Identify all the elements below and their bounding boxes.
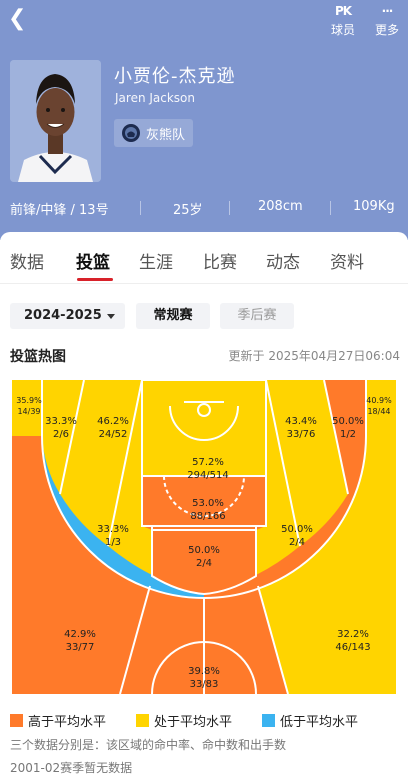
team-name: 灰熊队 — [146, 127, 186, 143]
tab-profile[interactable]: 资料 — [330, 253, 364, 273]
info-divider — [140, 201, 141, 215]
season-dropdown[interactable]: 2024-2025 — [10, 303, 125, 329]
section-title: 投篮热图 — [10, 349, 66, 365]
team-chip[interactable]: 灰熊队 — [114, 119, 194, 147]
player-weight: 109Kg — [353, 199, 395, 214]
back-icon[interactable]: ❮ — [8, 6, 27, 31]
court-lines — [41, 380, 367, 694]
legend-average: 处于平均水平 — [136, 711, 232, 730]
player-info-row: 前锋/中锋 / 13号 25岁 208cm 109Kg — [0, 196, 408, 220]
updated-time: 更新于 2025年04月27日06:04 — [228, 349, 400, 363]
player-photo — [10, 60, 101, 182]
zone-mid-left-wing-label: 33.3% 1/3 — [97, 524, 129, 548]
pk-label: 球员 — [330, 23, 355, 37]
pk-button[interactable]: PK 球员 — [326, 2, 360, 38]
legend-below: 低于平均水平 — [262, 711, 358, 730]
tab-stats[interactable]: 数据 — [10, 253, 44, 273]
legend-swatch-above — [10, 714, 23, 727]
zone-corner-left-label: 35.9% 14/39 — [16, 396, 42, 416]
zone-paint-mid-label: 53.0% 88/166 — [190, 498, 226, 522]
tab-shooting[interactable]: 投篮 — [76, 253, 110, 273]
shot-heatmap: 35.9% 14/39 40.9% 18/44 33.3% 2/6 46.2% 24/5… — [12, 380, 396, 694]
regular-season-button[interactable]: 常规赛 — [136, 303, 210, 329]
player-name-cn: 小贾伦-杰克逊 — [114, 66, 236, 87]
tab-bar: 数据 投篮 生涯 比赛 动态 资料 — [0, 232, 408, 282]
zone-mid-left-base-label: 33.3% 2/6 — [45, 416, 77, 440]
player-height: 208cm — [258, 199, 303, 214]
zone-mid-right-top-label: 43.4% 33/76 — [285, 416, 317, 440]
zone-mid-left-top-label: 46.2% 24/52 — [97, 416, 129, 440]
zone-paint-mid — [142, 476, 266, 530]
info-divider — [330, 201, 331, 215]
legend-above: 高于平均水平 — [10, 711, 106, 730]
player-avatar — [10, 60, 101, 182]
pk-icon: PK — [334, 4, 352, 18]
zone-paint-top — [142, 380, 266, 476]
zone-mid-top-label: 50.0% 2/4 — [188, 545, 220, 569]
tab-career[interactable]: 生涯 — [139, 253, 173, 273]
no-data-note: 2001-02赛季暂无数据 — [10, 761, 133, 775]
active-tab-indicator — [77, 278, 113, 281]
tab-divider — [0, 283, 408, 284]
tab-games[interactable]: 比赛 — [203, 253, 237, 273]
info-divider — [229, 201, 230, 215]
more-button[interactable]: ··· 更多 — [370, 2, 404, 38]
caret-down-icon — [107, 314, 115, 319]
zone-three-left-label: 42.9% 33/77 — [64, 629, 96, 653]
tab-news[interactable]: 动态 — [266, 253, 300, 273]
zone-mid-right-top — [266, 380, 348, 546]
zone-mid-top — [152, 530, 256, 594]
zone-paint-top-label: 57.2% 294/514 — [187, 457, 229, 481]
zone-mid-right-base — [324, 380, 366, 494]
zone-mid-right-base-label: 50.0% 1/2 — [332, 416, 364, 440]
zone-mid-left-top — [60, 380, 142, 546]
more-icon: ··· — [381, 4, 394, 18]
zone-three-right-label: 32.2% 46/143 — [335, 629, 371, 653]
legend-swatch-average — [136, 714, 149, 727]
court-svg — [12, 380, 396, 694]
playoffs-button[interactable]: 季后赛 — [220, 303, 294, 329]
more-label: 更多 — [374, 23, 399, 37]
zone-corner-right-label: 40.9% 18/44 — [366, 396, 392, 416]
zone-mid-left-base — [42, 380, 84, 494]
zone-mid-right-wing-label: 50.0% 2/4 — [281, 524, 313, 548]
zone-three-top-label: 39.8% 33/83 — [188, 666, 220, 690]
season-value: 2024-2025 — [24, 308, 102, 323]
legend-swatch-below — [262, 714, 275, 727]
explain-note: 三个数据分别是：该区域的命中率、命中数和出手数 — [10, 738, 287, 752]
zone-corner-right — [366, 380, 396, 436]
player-age: 25岁 — [173, 203, 203, 218]
player-header: ❮ PK 球员 ··· 更多 小贾伦-杰克逊 Jaren Jackson 灰熊队 — [0, 0, 408, 240]
zone-corner-left — [12, 380, 42, 436]
player-name-en: Jaren Jackson — [115, 91, 196, 105]
position-number: 前锋/中锋 / 13号 — [10, 203, 109, 218]
heatmap-legend: 高于平均水平 处于平均水平 低于平均水平 — [10, 711, 400, 730]
grizzlies-logo-icon — [122, 124, 140, 142]
